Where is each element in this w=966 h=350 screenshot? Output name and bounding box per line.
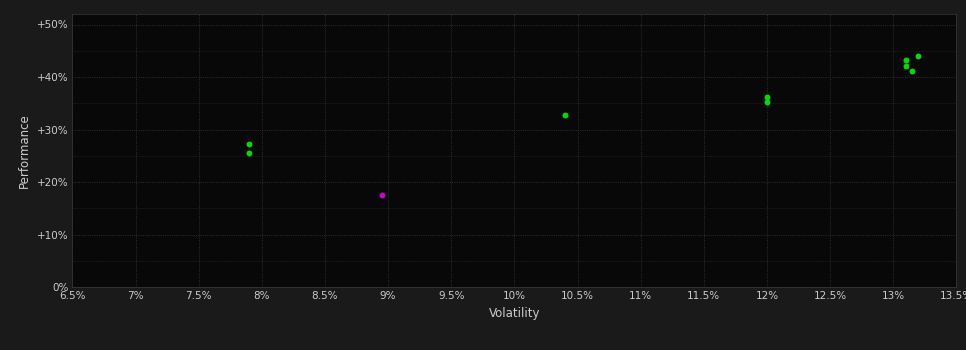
Point [898,57,914,63]
Point [904,68,920,74]
Point [759,94,775,100]
Point [242,141,257,147]
Point [911,53,926,59]
Y-axis label: Performance: Performance [18,113,31,188]
Point [759,99,775,105]
Point [374,192,389,197]
Point [242,150,257,156]
X-axis label: Volatility: Volatility [489,307,540,320]
Point [557,113,573,118]
Point [898,63,914,69]
